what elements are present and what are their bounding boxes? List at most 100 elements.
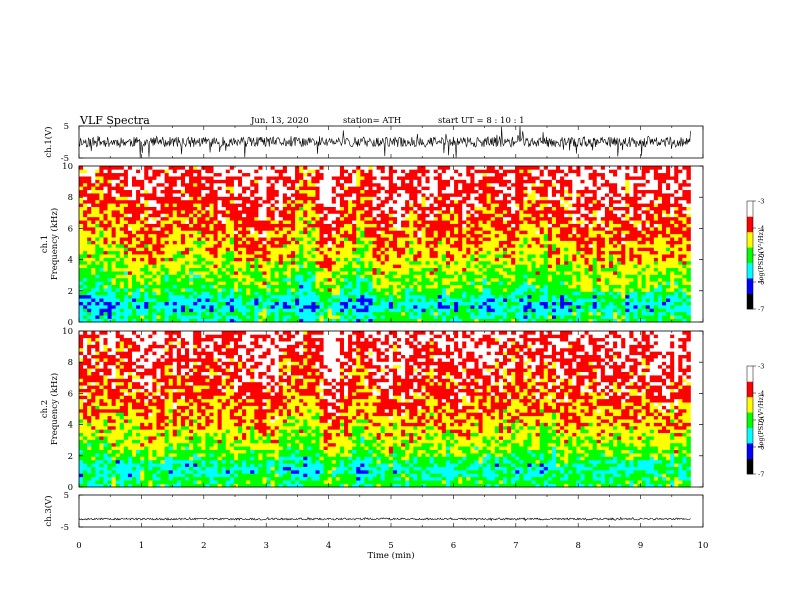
spectrogram-cell bbox=[246, 291, 251, 296]
spectrogram-cell bbox=[156, 298, 161, 302]
spectrogram-cell bbox=[466, 216, 471, 221]
spectrogram-cell bbox=[258, 301, 263, 306]
spectrogram-cell bbox=[87, 318, 92, 323]
spectrogram-cell bbox=[282, 193, 288, 197]
spectrogram-cell bbox=[401, 166, 406, 170]
spectrogram-cell bbox=[478, 305, 483, 309]
spectrogram-cell bbox=[270, 294, 275, 299]
spectrogram-cell bbox=[352, 196, 357, 201]
spectrogram-cell bbox=[144, 267, 149, 272]
spectrogram-cell bbox=[132, 237, 137, 241]
spectrogram-cell bbox=[180, 318, 186, 323]
spectrogram-cell bbox=[136, 199, 141, 204]
spectrogram-cell bbox=[274, 176, 280, 180]
spectrogram-cell bbox=[401, 233, 406, 238]
spectrogram-cell bbox=[205, 271, 210, 275]
spectrogram-cell bbox=[91, 237, 96, 241]
spectrogram-cell bbox=[127, 189, 133, 194]
spectrogram-cell bbox=[99, 264, 104, 269]
spectrogram-cell bbox=[343, 169, 349, 174]
spectrogram-cell bbox=[425, 230, 430, 235]
spectrogram-cell bbox=[425, 301, 430, 306]
spectrogram-cell bbox=[364, 199, 369, 204]
spectrogram-cell bbox=[205, 186, 210, 191]
spectrogram-cell bbox=[364, 206, 369, 211]
spectrogram-cell bbox=[185, 206, 190, 211]
spectrogram-cell bbox=[384, 260, 390, 265]
spectrogram-cell bbox=[274, 172, 280, 177]
spectrogram-cell bbox=[409, 233, 414, 238]
spectrogram-cell bbox=[278, 274, 284, 279]
spectrogram-cell bbox=[364, 274, 369, 279]
spectrogram-cell bbox=[156, 233, 161, 238]
spectrogram-cell bbox=[498, 182, 504, 187]
spectrogram-cell bbox=[91, 257, 96, 262]
spectrogram-cell bbox=[127, 305, 133, 309]
spectrogram-cell bbox=[421, 315, 426, 319]
spectrogram-cell bbox=[213, 311, 218, 316]
spectrogram-cell bbox=[401, 260, 406, 265]
spectrogram-cell bbox=[250, 284, 255, 289]
spectrogram-cell bbox=[429, 193, 434, 197]
spectrogram-cell bbox=[221, 298, 227, 302]
spectrogram-cell bbox=[258, 240, 263, 245]
spectrogram-cell bbox=[466, 291, 471, 296]
spectrogram-cell bbox=[307, 291, 312, 296]
spectrogram-cell bbox=[274, 196, 280, 201]
spectrogram-cell bbox=[127, 223, 133, 228]
spectrogram-cell bbox=[201, 199, 206, 204]
spectrogram-cell bbox=[83, 227, 88, 231]
spectrogram-cell bbox=[498, 277, 504, 282]
spectrogram-cell bbox=[282, 206, 288, 211]
spectrogram-cell bbox=[303, 216, 308, 221]
spectrogram-cell bbox=[319, 216, 324, 221]
spectrogram-cell bbox=[95, 301, 100, 306]
spectrogram-cell bbox=[99, 254, 104, 258]
spectrogram-cell bbox=[123, 186, 129, 191]
spectrogram-cell bbox=[156, 301, 161, 306]
spectrogram-cell bbox=[478, 298, 483, 302]
spectrogram-cell bbox=[87, 294, 92, 299]
spectrogram-cell bbox=[466, 288, 471, 292]
spectrogram-cell bbox=[119, 311, 125, 316]
spectrogram-cell bbox=[274, 281, 280, 285]
spectrogram-cell bbox=[107, 294, 112, 299]
spectrogram-cell bbox=[335, 166, 341, 170]
spectrogram-cell bbox=[409, 281, 414, 285]
spectrogram-cell bbox=[205, 210, 210, 214]
spectrogram-cell bbox=[168, 237, 174, 241]
spectrogram-cell bbox=[507, 196, 512, 201]
spectrogram-cell bbox=[474, 271, 479, 275]
spectrogram-cell bbox=[388, 189, 394, 194]
spectrogram-cell bbox=[295, 254, 300, 258]
spectrogram-cell bbox=[449, 172, 455, 177]
spectrogram-cell bbox=[380, 176, 386, 180]
spectrogram-cell bbox=[372, 193, 377, 197]
spectrogram-cell bbox=[83, 203, 88, 207]
spectrogram-cell bbox=[225, 196, 231, 201]
spectrogram-cell bbox=[396, 315, 402, 319]
spectrogram-cell bbox=[474, 294, 479, 299]
spectrogram-cell bbox=[144, 182, 149, 187]
spectrogram-cell bbox=[421, 291, 426, 296]
spectrogram-cell bbox=[339, 223, 345, 228]
spectrogram-cell bbox=[462, 233, 467, 238]
spectrogram-cell bbox=[115, 267, 121, 272]
spectrogram-cell bbox=[507, 247, 512, 252]
spectrogram-cell bbox=[507, 233, 512, 238]
spectrogram-cell bbox=[99, 196, 104, 201]
spectrogram-cell bbox=[95, 250, 100, 255]
spectrogram-cell bbox=[201, 176, 206, 180]
spectrogram-cell bbox=[99, 182, 104, 187]
spectrogram-cell bbox=[144, 291, 149, 296]
spectrogram-cell bbox=[327, 220, 333, 224]
spectrogram-cell bbox=[286, 199, 292, 204]
spectrogram-cell bbox=[152, 315, 157, 319]
spectrogram-cell bbox=[466, 240, 471, 245]
spectrogram-cell bbox=[299, 294, 304, 299]
spectrogram-cell bbox=[246, 264, 251, 269]
spectrogram-cell bbox=[270, 220, 275, 224]
spectrogram-cell bbox=[445, 318, 451, 323]
spectrogram-cell bbox=[119, 288, 125, 292]
spectrogram-cell bbox=[307, 318, 312, 323]
